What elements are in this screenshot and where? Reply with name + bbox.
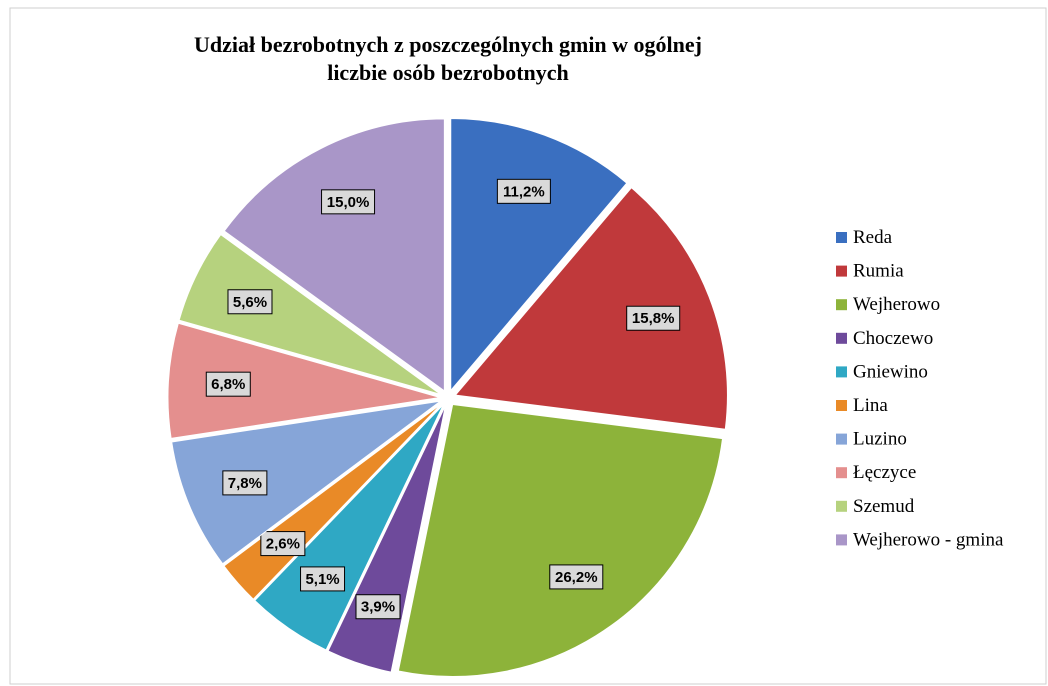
legend-swatch: [836, 366, 847, 378]
data-label: 3,9%: [361, 599, 395, 616]
pie-slice: [223, 118, 445, 392]
data-label-box: [300, 566, 346, 592]
pie-slice: [397, 403, 724, 678]
legend-swatch: [836, 265, 847, 277]
data-label: 6,8%: [211, 376, 245, 393]
legend-label: Szemud: [853, 496, 915, 517]
legend-label: Luzino: [853, 429, 907, 450]
title-line: Udział bezrobotnych z poszczególnych gmi…: [194, 32, 702, 57]
data-label: 2,6%: [266, 536, 300, 553]
data-label-box: [260, 531, 306, 557]
data-label: 15,8%: [632, 310, 675, 327]
pie-slice: [450, 117, 628, 392]
legend-label: Wejherowo - gmina: [853, 529, 1004, 550]
legend-label: Lina: [853, 395, 888, 416]
pie-slice: [171, 400, 441, 565]
data-label: 11,2%: [503, 183, 545, 200]
data-label-box: [626, 305, 681, 331]
pie-slice: [454, 187, 728, 430]
chart-title: Udział bezrobotnych z poszczególnych gmi…: [194, 32, 702, 85]
legend-swatch: [836, 400, 847, 411]
data-label: 5,1%: [305, 571, 339, 588]
data-label: 5,6%: [233, 294, 267, 311]
legend-swatch: [836, 534, 847, 546]
title-line: liczbie osób bezrobotnych: [327, 60, 569, 85]
data-label-box: [496, 178, 551, 204]
legend-label: Wejherowo: [853, 294, 940, 315]
data-label: 26,2%: [555, 569, 598, 586]
legend-swatch: [836, 500, 847, 512]
legend-label: Gniewino: [853, 361, 928, 382]
legend-swatch: [836, 332, 847, 344]
data-label-box: [355, 594, 401, 620]
pie-slice: [167, 322, 441, 439]
pie-slice: [178, 233, 442, 395]
data-label-box: [205, 371, 251, 397]
legend-swatch: [836, 232, 847, 243]
data-label-box: [227, 289, 273, 315]
legend-label: Łęczyce: [853, 462, 916, 483]
data-label: 15,0%: [327, 194, 370, 211]
data-label: 7,8%: [228, 475, 262, 492]
legend-label: Rumia: [853, 261, 904, 282]
data-label-box: [549, 564, 604, 590]
data-label-box: [222, 470, 268, 496]
data-label-box: [321, 189, 376, 215]
legend-swatch: [836, 433, 847, 445]
legend-swatch: [836, 299, 847, 311]
legend-swatch: [836, 467, 847, 479]
legend-label: Choczewo: [853, 328, 933, 349]
legend-label: Reda: [853, 227, 893, 248]
